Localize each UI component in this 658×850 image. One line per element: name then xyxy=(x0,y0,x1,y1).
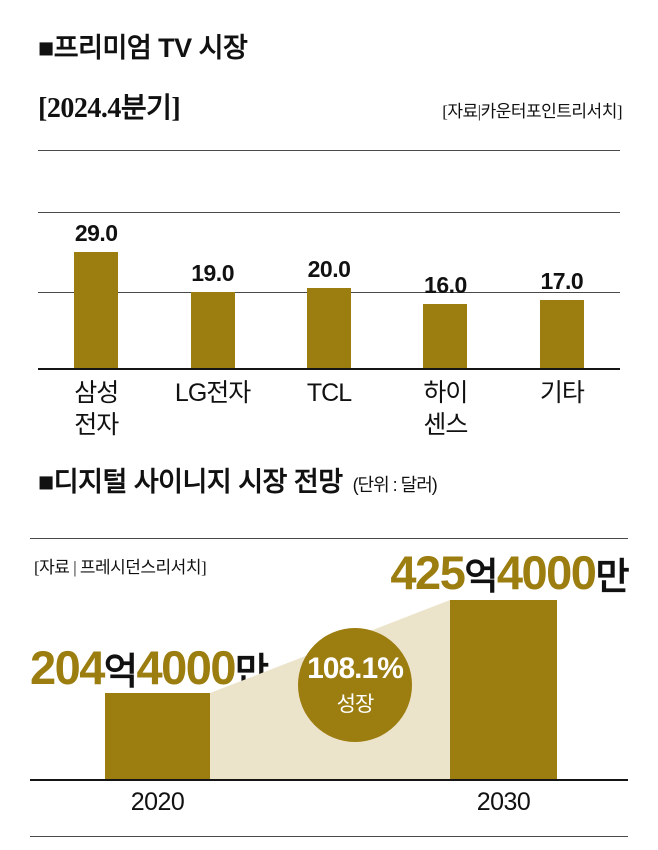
value-2030-unit1: 억 xyxy=(464,556,498,597)
top-divider xyxy=(38,150,620,151)
tv-bar xyxy=(423,304,468,368)
category-label-hisense: 하이 센스 xyxy=(423,379,468,439)
signage-title-text: ■디지털 사이니지 시장 전망 xyxy=(38,467,343,497)
value-2020-num1: 204 xyxy=(30,641,105,694)
signage-value-2030: 425억4000만 xyxy=(390,545,629,600)
year-label-2020: 2020 xyxy=(130,788,185,816)
premium-tv-chart: 29.0 19.0 20.0 16.0 17.0 xyxy=(38,150,620,370)
tv-bar xyxy=(307,288,352,368)
bar-value-label: 20.0 xyxy=(307,256,351,282)
bar-group-samsung: 29.0 xyxy=(38,150,154,368)
tv-bar xyxy=(74,252,119,368)
signage-bar-2020 xyxy=(105,693,210,779)
bar-group-hisense: 16.0 xyxy=(387,150,503,368)
bar-value-label: 17.0 xyxy=(540,268,584,294)
tv-bar xyxy=(190,292,235,368)
value-2030-num1: 425 xyxy=(390,546,465,599)
bar-group-tcl: 20.0 xyxy=(271,150,387,368)
year-label-2030: 2030 xyxy=(476,788,531,816)
signage-chart: 108.1% 성장 xyxy=(30,540,628,781)
signage-bar-2030 xyxy=(450,600,557,779)
growth-label: 성장 xyxy=(336,693,375,716)
bar-value-label: 16.0 xyxy=(424,272,467,298)
value-2020-num2: 4000 xyxy=(136,641,236,694)
value-2030-num2: 4000 xyxy=(496,546,597,599)
gridline-40 xyxy=(38,212,620,213)
growth-badge: 108.1% 성장 xyxy=(298,628,412,742)
tv-bar xyxy=(539,300,584,368)
tv-bar-row: 29.0 19.0 20.0 16.0 17.0 xyxy=(38,150,620,368)
bar-group-lg: 19.0 xyxy=(154,150,270,368)
premium-tv-title: ■프리미엄 TV 시장 xyxy=(38,33,248,63)
bottom-divider xyxy=(30,836,628,837)
category-label-lg: LG전자 xyxy=(174,379,251,407)
bar-group-others: 17.0 xyxy=(504,150,620,368)
signage-title: ■디지털 사이니지 시장 전망 (단위 : 달러) xyxy=(38,460,438,499)
category-label-samsung: 삼성 전자 xyxy=(74,379,119,439)
value-2020-unit1: 억 xyxy=(103,651,138,692)
growth-percent: 108.1% xyxy=(307,652,404,685)
value-2030-unit2: 만 xyxy=(595,556,629,597)
category-label-others: 기타 xyxy=(539,379,585,407)
bar-value-label: 29.0 xyxy=(74,220,118,246)
category-label-tcl: TCL xyxy=(306,379,352,407)
mid-divider xyxy=(30,538,628,539)
tv-category-row: 삼성 전자 LG전자 TCL 하이 센스 기타 xyxy=(38,378,620,441)
bar-value-label: 19.0 xyxy=(191,260,234,286)
signage-unit-note: (단위 : 달러) xyxy=(352,475,438,495)
premium-tv-source: [자료|카운터포인트리서치] xyxy=(442,102,622,121)
premium-tv-period: [2024.4분기] xyxy=(38,93,181,124)
signage-source: [자료 | 프레시던스리서치] xyxy=(34,558,207,577)
